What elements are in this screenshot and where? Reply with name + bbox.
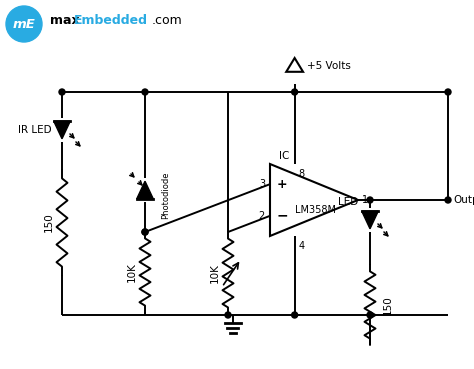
Text: .com: .com (152, 14, 183, 27)
Polygon shape (137, 181, 153, 199)
Polygon shape (54, 121, 70, 139)
Circle shape (292, 89, 298, 95)
Circle shape (367, 312, 373, 318)
Text: 8: 8 (299, 169, 305, 179)
Circle shape (59, 89, 65, 95)
Circle shape (225, 312, 231, 318)
Circle shape (292, 312, 298, 318)
Text: 150: 150 (383, 295, 393, 315)
Text: 1: 1 (362, 195, 368, 205)
Text: Embedded: Embedded (74, 14, 148, 27)
Text: IC: IC (279, 151, 289, 161)
Text: LM358M: LM358M (295, 205, 336, 215)
Circle shape (445, 89, 451, 95)
Text: +: + (277, 177, 287, 191)
Text: Photodiode: Photodiode (161, 171, 170, 219)
Text: 10K: 10K (127, 262, 137, 282)
Text: −: − (276, 209, 288, 223)
Text: 3: 3 (259, 179, 265, 189)
Polygon shape (362, 211, 378, 229)
Text: 2: 2 (259, 211, 265, 221)
Text: max: max (50, 14, 80, 27)
Circle shape (445, 197, 451, 203)
Text: 150: 150 (44, 213, 54, 232)
Text: 4: 4 (299, 241, 305, 251)
Text: IR LED: IR LED (18, 125, 52, 135)
Text: +5 Volts: +5 Volts (307, 61, 350, 71)
Circle shape (367, 197, 373, 203)
Text: mE: mE (13, 17, 36, 31)
Circle shape (142, 229, 148, 235)
Text: LED: LED (338, 197, 358, 207)
Circle shape (142, 89, 148, 95)
Circle shape (142, 229, 148, 235)
Text: 10K: 10K (210, 263, 220, 283)
Circle shape (6, 6, 42, 42)
Text: Output: Output (453, 195, 474, 205)
